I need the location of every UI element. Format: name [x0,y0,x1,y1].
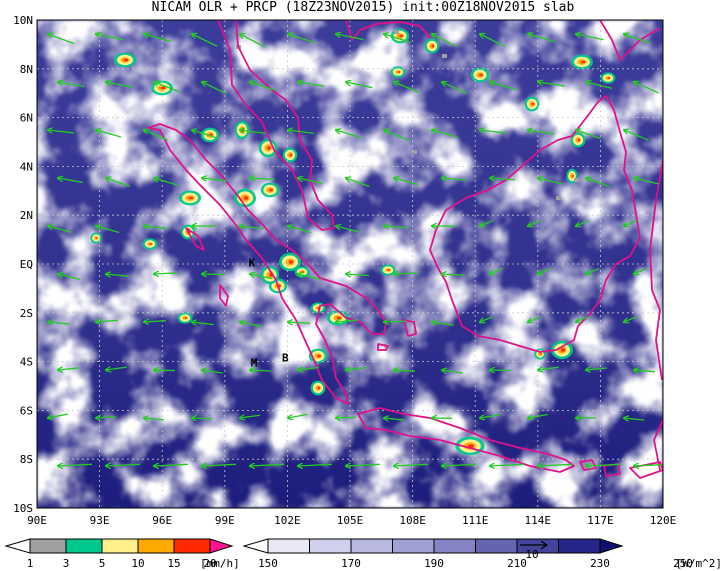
wind-vectors [48,34,663,466]
precip-legend-value: 1 [27,557,34,570]
precip-colorbar: 1 3 5 10 15 20[mm/h] [4,538,240,570]
precip-legend-value: 20 [203,557,216,570]
olr-legend-value: 170 [341,557,361,570]
place-label: K [249,256,256,269]
lat-tick-label: 8N [20,63,33,76]
lat-tick-label: 4S [20,356,33,369]
lon-tick-label: 90E [27,514,47,527]
lat-lon-grid [37,20,663,508]
reference-vector: 10 [520,540,549,561]
lat-tick-label: 10S [13,502,33,515]
reference-vector-label: 10 [525,548,538,561]
lat-tick-label: EQ [20,258,33,271]
plot-frame [36,19,664,509]
precip-legend-value: 5 [99,557,106,570]
lon-tick-label: 102E [274,514,301,527]
lon-tick-label: 117E [587,514,614,527]
olr-legend-unit: [W/m^2] [676,557,722,570]
lat-tick-label: 6S [20,404,33,417]
olr-legend-value: 230 [590,557,610,570]
place-label: M [251,356,258,369]
lon-tick-label: 111E [462,514,489,527]
place-labels: K M B [249,256,289,369]
lon-tick-label: 99E [215,514,235,527]
precip-legend-value: 15 [167,557,180,570]
lat-tick-label: 4N [20,160,33,173]
olr-field: K M B [37,20,663,508]
olr-legend-value: 190 [424,557,444,570]
lon-tick-label: 96E [152,514,172,527]
olr-legend-value: 210 [507,557,527,570]
lat-tick-label: 2S [20,307,33,320]
map-title: NICAM OLR + PRCP (18Z23NOV2015) init:00Z… [151,0,575,15]
lon-tick-label: 105E [337,514,364,527]
lon-tick-label: 114E [525,514,552,527]
precip-legend-value: 3 [63,557,70,570]
lon-tick-label: 108E [399,514,426,527]
lat-tick-label: 8S [20,453,33,466]
axis-tick-labels: 90E 93E 96E 99E 102E 105E 108E 111E 114E 117E 120E… [13,14,676,527]
precip-legend-value: 10 [131,557,144,570]
lat-tick-label: 10N [13,14,33,27]
lon-tick-label: 120E [650,514,677,527]
lon-tick-label: 93E [90,514,110,527]
olr-legend-value: 250 [673,557,693,570]
lat-tick-label: 2N [20,209,33,222]
place-label: B [282,352,289,365]
lat-tick-label: 6N [20,112,33,125]
precip-legend-unit: [mm/h] [200,557,240,570]
olr-colorbar: 150170190210230250270290[W/m^2] [242,538,722,570]
olr-legend-value: 150 [258,557,278,570]
